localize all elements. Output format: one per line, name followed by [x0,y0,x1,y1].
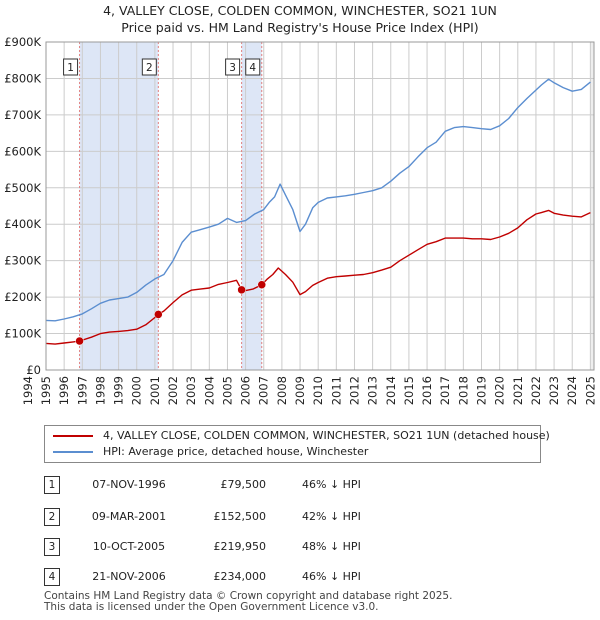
x-tick-label: 2005 [220,376,234,405]
y-tick-label: £800K [4,71,41,85]
sale-point [257,280,267,289]
x-tick-label: 2008 [275,376,289,405]
sale-point [237,285,246,295]
x-tick-label: 2009 [293,376,307,405]
table-row: 3 10-OCT-2005 £219,950 48% ↓ HPI [44,538,544,558]
y-tick-label: £300K [4,254,41,268]
sale-label-number: 1 [67,62,74,74]
sale-label-box [141,58,157,76]
sale-label-box [245,58,261,76]
chart-title: 4, VALLEY CLOSE, COLDEN COMMON, WINCHEST… [103,3,497,18]
footer-copyright: Contains HM Land Registry data © Crown c… [44,590,453,602]
price-chart: 1 2 3 4 £0 £100K £200K £300K £400K £500K £600K £70… [4,35,597,405]
transaction-hpi-diff: 46% ↓ HPI [302,570,361,583]
x-tick-label: 1995 [39,376,53,405]
x-tick-label: 1998 [93,376,107,405]
hpi-line [45,78,591,322]
y-tick-label: £500K [4,181,41,195]
x-tick-label: 2016 [420,376,434,405]
transaction-hpi-diff: 48% ↓ HPI [302,540,361,553]
x-tick-label: 2015 [402,376,416,405]
transaction-number: 1 [44,476,60,494]
transaction-date: 09-MAR-2001 [91,510,167,523]
y-tick-label: £400K [4,217,41,231]
x-tick-label: 2010 [311,376,325,405]
x-tick-label: 2021 [511,376,525,405]
y-tick-label: £0 [26,363,41,377]
x-tick-label: 2019 [474,376,488,405]
transaction-date: 21-NOV-2006 [92,570,166,583]
table-row: 1 07-NOV-1996 £79,500 46% ↓ HPI [44,476,544,496]
x-tick-label: 2000 [130,376,144,405]
future-region [590,42,594,370]
sale-point [75,336,84,346]
legend-label-property: 4, VALLEY CLOSE, COLDEN COMMON, WINCHEST… [103,429,550,442]
sale-label-number: 2 [146,62,153,74]
transaction-number: 2 [44,508,60,526]
chart-subtitle: Price paid vs. HM Land Registry's House … [121,20,479,35]
x-tick-label: 2012 [347,376,361,405]
x-tick-label: 2001 [148,376,162,405]
plot-frame [45,41,595,371]
x-tick-label: 2014 [384,376,398,405]
transaction-price: £152,500 [213,510,267,523]
x-tick-label: 2018 [456,376,470,405]
y-tick-label: £600K [4,144,41,158]
property-price-line [45,209,591,345]
x-tick-label: 2023 [547,376,561,405]
transaction-number: 4 [44,568,60,586]
legend-item-hpi: HPI: Average price, detached house, Winc… [53,444,368,460]
x-tick-label: 2024 [565,376,579,405]
transaction-price: £79,500 [220,478,267,491]
footer: Contains HM Land Registry data © Crown c… [44,591,452,613]
x-tick-label: 2011 [329,376,343,405]
transaction-hpi-diff: 42% ↓ HPI [302,510,361,523]
sale-point [154,310,163,319]
x-tick-label: 1997 [75,376,89,405]
legend-item-property: 4, VALLEY CLOSE, COLDEN COMMON, WINCHEST… [53,428,550,444]
sale-label-number: 3 [229,62,236,74]
x-tick-label: 2002 [166,376,180,405]
transaction-date: 07-NOV-1996 [92,478,166,491]
x-tick-label: 2013 [366,376,380,405]
transaction-price: £234,000 [213,570,267,583]
x-tick-label: 1999 [112,376,126,405]
y-tick-label: £100K [4,327,41,341]
y-tick-label: £700K [4,108,41,122]
x-tick-label: 1996 [57,376,71,405]
sale-label-box [225,58,241,76]
sale-label-box [63,58,79,76]
transaction-price: £219,950 [213,540,267,553]
sale-label-number: 4 [249,62,256,74]
table-row: 4 21-NOV-2006 £234,000 46% ↓ HPI [44,568,544,588]
ownership-shade [241,42,262,370]
x-tick-label: 2007 [257,376,271,405]
transaction-hpi-diff: 46% ↓ HPI [302,478,361,491]
x-tick-label: 2025 [583,376,597,405]
transaction-date: 10-OCT-2005 [92,540,166,553]
x-tick-label: 2017 [438,376,452,405]
x-tick-label: 2020 [493,376,507,405]
legend-swatch-blue [53,451,93,453]
x-tick-label: 2022 [529,376,543,405]
y-tick-label: £900K [4,35,41,49]
legend-label-hpi: HPI: Average price, detached house, Winc… [103,445,369,458]
footer-licence: This data is licensed under the Open Gov… [44,601,379,613]
legend-swatch-red [53,435,93,437]
y-tick-label: £200K [4,290,41,304]
table-row: 2 09-MAR-2001 £152,500 42% ↓ HPI [44,508,544,528]
x-tick-label: 1994 [21,376,35,405]
transaction-number: 3 [44,538,60,556]
x-tick-label: 2003 [184,376,198,405]
x-tick-label: 2004 [202,376,216,405]
legend: 4, VALLEY CLOSE, COLDEN COMMON, WINCHEST… [44,425,550,463]
x-tick-label: 2006 [239,376,253,405]
